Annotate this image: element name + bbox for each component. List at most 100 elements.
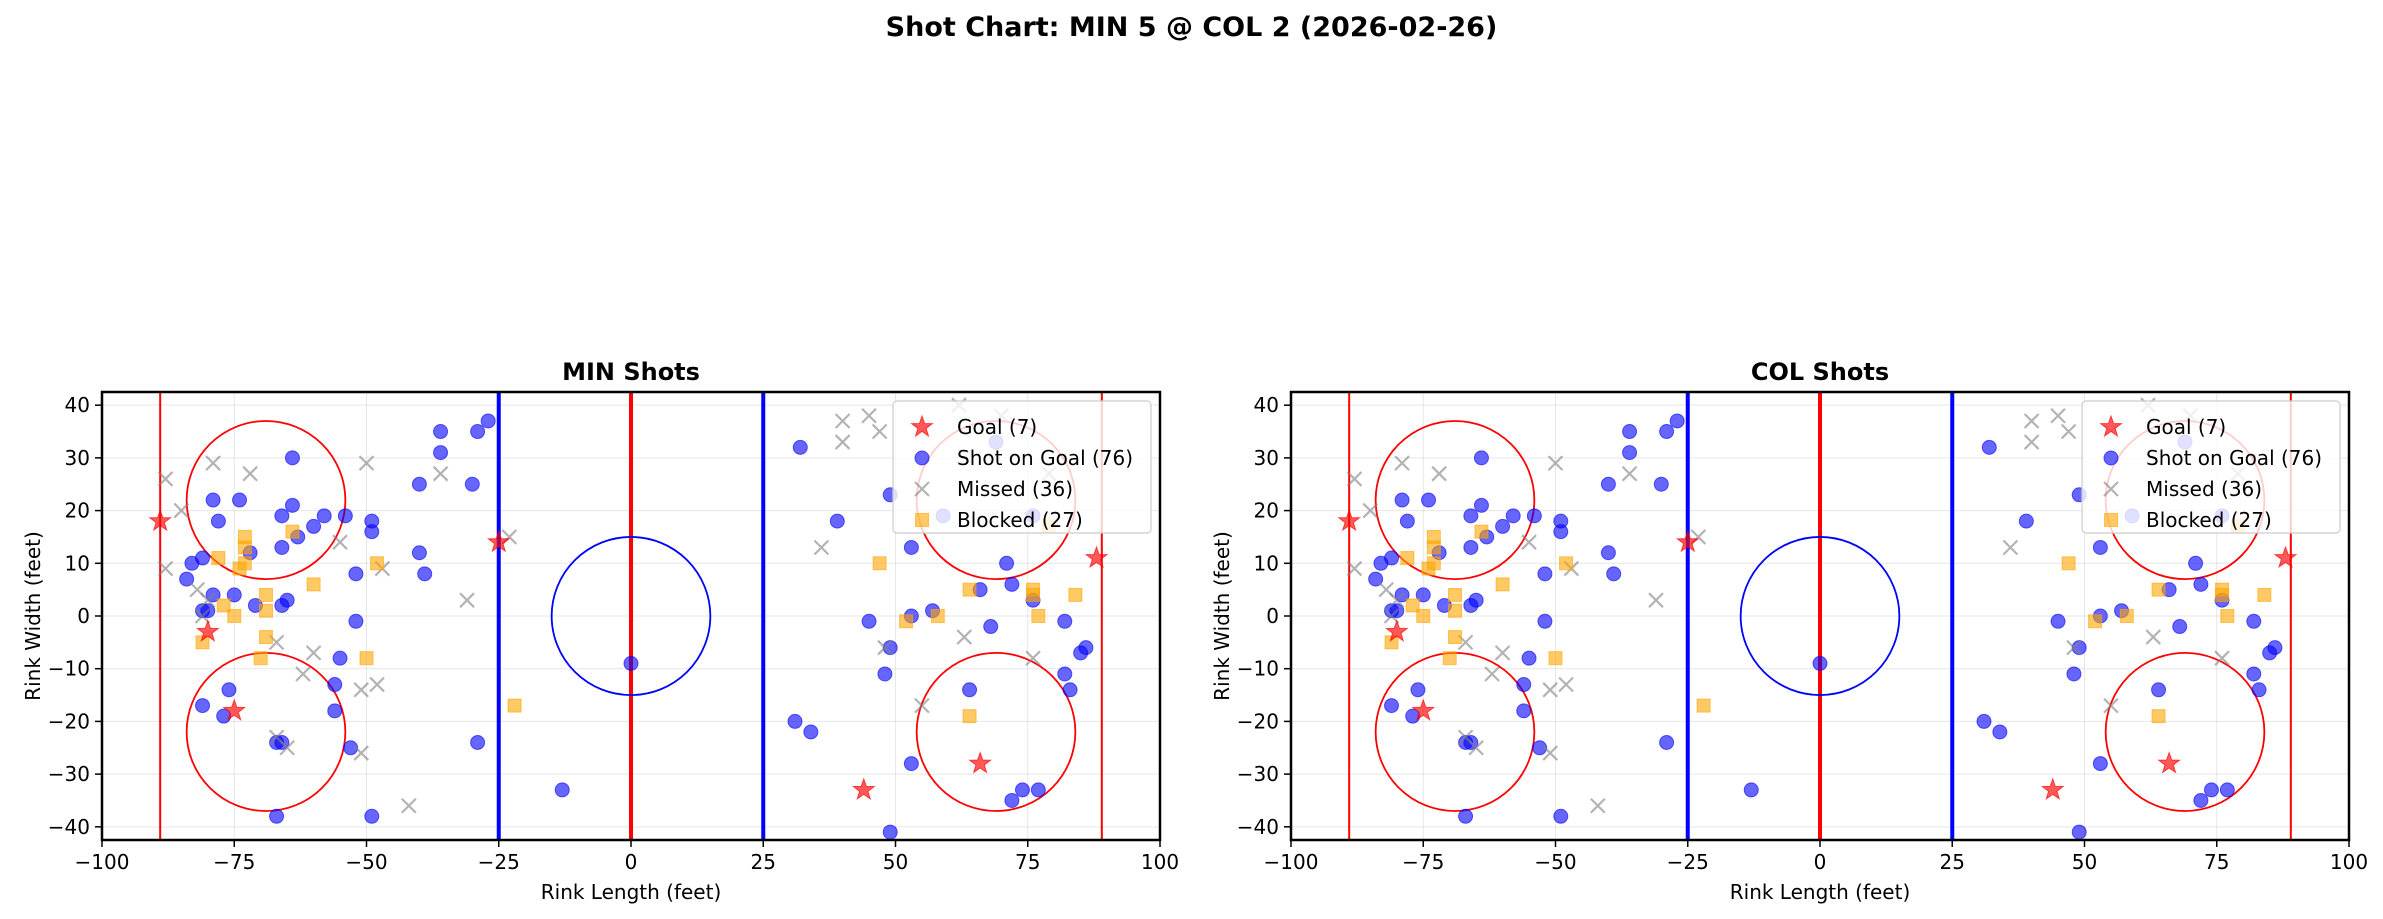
x-point bbox=[358, 455, 375, 471]
circle-point bbox=[1368, 571, 1384, 587]
x-tick-label: 0 bbox=[625, 850, 638, 874]
circle-point bbox=[316, 508, 332, 524]
legend-x-swatch bbox=[2103, 481, 2119, 497]
x-point bbox=[2002, 539, 2019, 556]
circle-point bbox=[554, 782, 570, 798]
x-tick-label: 75 bbox=[2204, 850, 2229, 874]
square-point bbox=[258, 587, 273, 602]
circle-point bbox=[480, 413, 496, 429]
y-tick-label: −20 bbox=[1237, 709, 1279, 733]
circle-point bbox=[274, 508, 290, 524]
x-point bbox=[1648, 592, 1664, 608]
square-point bbox=[2151, 709, 2166, 724]
circle-point bbox=[2246, 666, 2262, 682]
square-point bbox=[1068, 587, 1083, 602]
star-point bbox=[1675, 529, 1700, 553]
circle-point bbox=[1743, 782, 1759, 798]
x-tick-label: −100 bbox=[75, 850, 130, 874]
x-point bbox=[2023, 434, 2040, 450]
x-point bbox=[369, 676, 385, 693]
x-point bbox=[432, 465, 449, 482]
circle-point bbox=[327, 677, 343, 693]
square-point bbox=[1447, 603, 1462, 618]
y-tick-label: −10 bbox=[1237, 657, 1279, 681]
rink-markings bbox=[1348, 392, 2292, 840]
y-axis-label: Rink Width (feet) bbox=[1210, 531, 1234, 701]
circle-point bbox=[1669, 413, 1685, 429]
circle-point bbox=[792, 439, 808, 455]
legend-square-swatch bbox=[915, 513, 929, 527]
x-point bbox=[871, 423, 888, 440]
x-point bbox=[205, 455, 221, 471]
circle-point bbox=[1537, 566, 1553, 582]
square-point bbox=[962, 709, 977, 724]
x-axis-label: Rink Length (feet) bbox=[541, 880, 722, 904]
square-point bbox=[2119, 609, 2134, 623]
y-tick-label: 30 bbox=[65, 446, 90, 470]
legend-label: Missed (36) bbox=[957, 477, 1073, 501]
x-point bbox=[914, 697, 930, 714]
x-point bbox=[877, 639, 893, 656]
circle-point bbox=[803, 724, 819, 740]
x-point bbox=[194, 608, 211, 624]
circle-point bbox=[2071, 824, 2087, 840]
y-tick-label: −10 bbox=[48, 657, 90, 681]
x-point bbox=[459, 592, 475, 608]
x-tick-label: −75 bbox=[1402, 850, 1444, 874]
x-point bbox=[2023, 413, 2040, 429]
circle-point bbox=[1812, 655, 1828, 671]
x-tick-label: −75 bbox=[213, 850, 255, 874]
x-tick-label: 0 bbox=[1814, 850, 1827, 874]
star-point bbox=[851, 777, 876, 801]
circle-point bbox=[2267, 640, 2283, 656]
circle-point bbox=[1553, 524, 1569, 540]
circle-point bbox=[1078, 640, 1094, 656]
circle-point bbox=[464, 476, 480, 492]
x-point bbox=[353, 682, 369, 698]
circle-point bbox=[179, 571, 195, 587]
circle-point bbox=[1004, 792, 1020, 808]
circle-point bbox=[1516, 703, 1532, 719]
x-point bbox=[1431, 465, 1447, 482]
legend-label: Missed (36) bbox=[2146, 477, 2262, 501]
y-tick-label: −30 bbox=[48, 762, 90, 786]
square-point bbox=[2215, 587, 2230, 602]
x-tick-label: 50 bbox=[2072, 850, 2097, 874]
faceoff-circle bbox=[1374, 420, 1536, 581]
y-tick-label: −40 bbox=[48, 815, 90, 839]
circle-point bbox=[274, 539, 290, 555]
x-point bbox=[1621, 465, 1638, 482]
circle-point bbox=[1516, 677, 1532, 693]
square-point bbox=[359, 651, 374, 666]
circle-point bbox=[787, 713, 803, 729]
legend-box bbox=[892, 400, 1152, 534]
star-point bbox=[486, 529, 511, 553]
x-point bbox=[2214, 650, 2230, 666]
x-point bbox=[1558, 676, 1574, 693]
star-point bbox=[968, 751, 993, 774]
square-point bbox=[1426, 540, 1441, 555]
x-tick-label: 100 bbox=[1141, 850, 1179, 874]
circle-point bbox=[882, 640, 898, 656]
circle-point bbox=[1992, 724, 2008, 740]
legend: Goal (7) Shot on Goal (76) Missed (36) Bloc… bbox=[2081, 400, 2341, 534]
x-point bbox=[1484, 666, 1500, 682]
star-point bbox=[195, 619, 220, 642]
x-point bbox=[1394, 455, 1410, 471]
circle-point bbox=[348, 566, 364, 582]
square-point bbox=[1548, 651, 1563, 666]
legend-label: Goal (7) bbox=[2146, 415, 2226, 439]
circle-point bbox=[1553, 808, 1569, 824]
circle-point bbox=[903, 756, 919, 772]
circle-point bbox=[983, 619, 999, 635]
square-point bbox=[1447, 630, 1462, 645]
circle-point bbox=[306, 518, 322, 534]
legend-circle-swatch bbox=[914, 450, 930, 466]
x-point bbox=[268, 729, 285, 746]
series-markers bbox=[1337, 397, 2298, 840]
square-point bbox=[1696, 698, 1711, 713]
circle-point bbox=[1600, 476, 1616, 492]
y-tick-label: 30 bbox=[1254, 446, 1279, 470]
circle-point bbox=[279, 592, 295, 608]
circle-point bbox=[1399, 513, 1415, 529]
